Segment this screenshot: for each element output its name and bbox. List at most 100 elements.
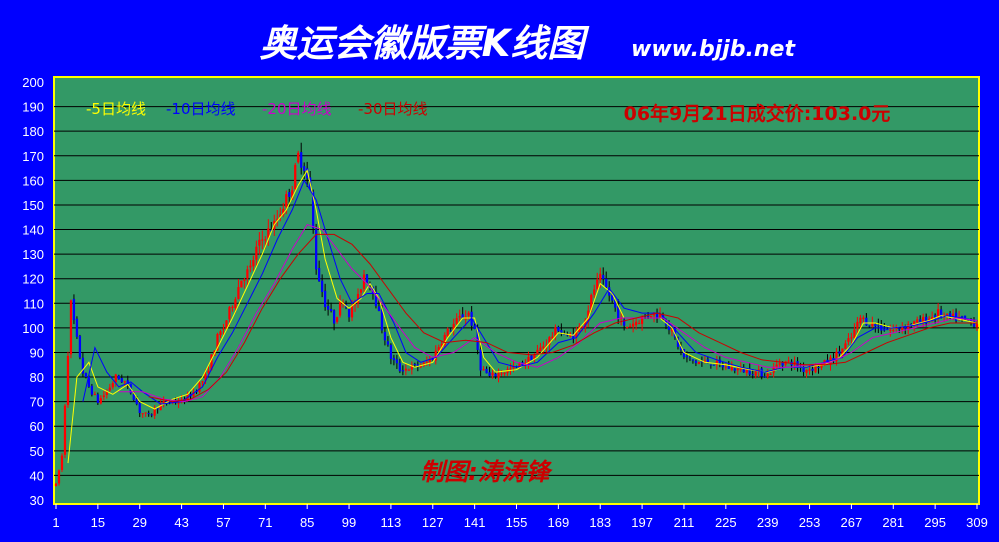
candle-body [491,372,494,376]
candle [948,310,952,321]
candle [347,308,351,322]
candle [315,223,318,275]
candle [844,340,847,350]
candle-body [219,331,222,336]
candle [365,273,369,284]
candle-body [844,343,847,350]
candle-body [748,368,751,375]
candle-body [820,363,823,368]
candle-body [736,368,739,371]
candle [66,351,70,408]
candle [760,366,763,380]
candle-body [473,325,476,329]
candle-body [775,364,778,369]
legend-item-4: -30日均线 [358,100,428,118]
candle-body [539,347,542,352]
x-tick-label: 15 [91,515,105,530]
candle-body [297,152,300,163]
ma-line-4 [148,233,977,403]
candle [63,403,67,459]
candle [751,369,754,379]
candle-body [222,328,225,330]
candle-body [742,367,745,373]
candle-body [883,328,886,331]
candle-body [614,299,617,308]
candle-body [267,228,270,239]
candle-body [808,369,811,371]
candle-body [581,326,584,328]
candle [491,369,494,379]
candle-body [452,323,455,331]
candle [144,412,147,417]
candle [850,332,853,344]
candle-body [324,290,327,308]
candle [422,361,425,368]
candle-body [252,260,255,267]
candle-body [102,395,105,398]
candle-body [246,269,249,279]
x-tick-label: 169 [548,515,570,530]
candle-body [126,380,129,385]
candle-body [57,470,61,484]
candle-body [640,316,644,324]
candle-body [569,334,572,337]
candle-body [715,360,718,365]
candle [374,285,378,309]
candle [614,299,617,312]
candle [258,232,261,255]
candle [461,307,464,319]
candle [105,389,108,399]
candle-body [365,274,369,283]
candle-body [679,345,683,351]
candle-body [141,413,144,415]
candle-body [634,321,638,326]
candle [937,303,940,324]
x-tick-label: 239 [757,515,779,530]
candle-body [709,364,712,366]
candle-body [78,335,82,358]
candle-body [500,373,503,375]
candle [482,365,485,371]
candle-body [951,313,955,316]
candle-body [353,304,357,306]
candle-body [536,349,539,354]
y-tick-label: 60 [30,419,44,434]
candle [745,369,748,377]
candle-body [63,405,67,455]
candle [697,361,701,365]
candle-body [733,368,736,371]
candle-body [886,329,889,331]
candle [449,327,452,332]
candle [252,255,255,271]
candle-body [416,364,419,367]
candle-body [329,308,333,312]
candle-body [234,299,237,309]
legend: -5日均线 -10日均线 -20日均线 -30日均线 [86,100,428,118]
candle-body [655,313,659,318]
candle-body [467,312,470,316]
x-tick-label: 197 [631,515,653,530]
candle [922,313,925,328]
x-tick-label: 29 [132,515,146,530]
candle [611,294,614,303]
candle [975,320,979,331]
candle-body [198,382,201,392]
candle-body [374,291,378,306]
candle [596,272,599,293]
candle [895,324,898,332]
candle-body [706,359,709,364]
candle-body [440,343,443,349]
candle-body [72,298,76,321]
candle-body [111,382,114,388]
candle-body [895,327,898,329]
candle-body [255,246,258,260]
candle [69,299,73,359]
candle-body [326,305,330,310]
candle-body [877,325,880,327]
candle-body [237,287,240,299]
candle-body [727,365,730,369]
candle [925,313,928,327]
candle-body [332,310,336,324]
candle-body [787,360,790,362]
